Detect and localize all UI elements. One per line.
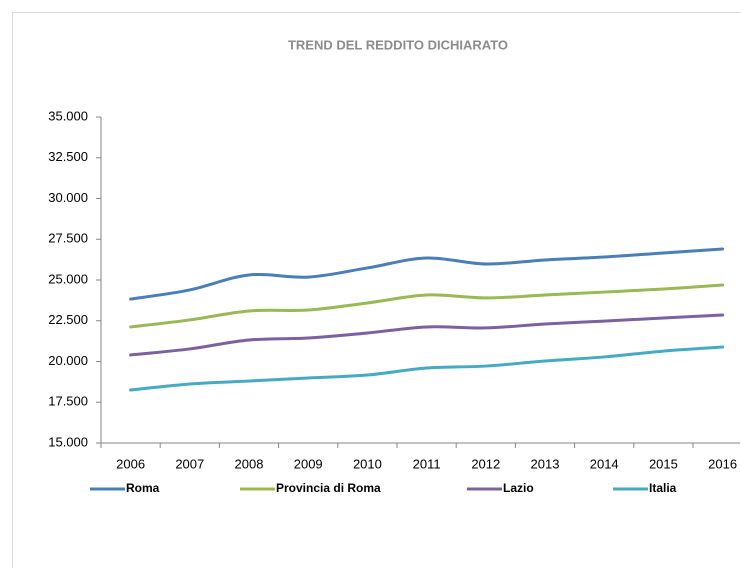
x-tick-label: 2011	[413, 456, 441, 471]
x-tick-label: 2008	[235, 456, 264, 471]
x-tick-label: 2014	[590, 456, 619, 471]
y-tick-label: 22.500	[48, 312, 88, 327]
series-line	[129, 247, 725, 301]
y-tick-label: 15.000	[48, 434, 88, 449]
series-line	[129, 313, 725, 357]
x-tick-label: 2006	[116, 456, 145, 471]
y-tick-label: 27.500	[48, 231, 88, 246]
x-tick-label: 2015	[649, 456, 678, 471]
x-tick-label: 2013	[531, 456, 560, 471]
y-tick-label: 35.000	[48, 108, 88, 123]
legend-label: Provincia di Roma	[276, 481, 381, 495]
legend-label: Roma	[126, 481, 160, 495]
x-tick-label: 2010	[353, 456, 382, 471]
chart-title: TREND DEL REDDITO DICHIARATO	[288, 37, 508, 52]
y-tick-label: 20.000	[48, 353, 88, 368]
legend-label: Lazio	[503, 481, 534, 495]
x-tick-label: 2009	[294, 456, 323, 471]
legend-label: Italia	[649, 481, 677, 495]
x-tick-label: 2012	[471, 456, 500, 471]
y-tick-label: 25.000	[48, 271, 88, 286]
y-tick-label: 30.000	[48, 190, 88, 205]
x-tick-label: 2007	[175, 456, 204, 471]
series-line	[129, 345, 725, 392]
y-tick-label: 32.500	[48, 149, 88, 164]
y-tick-label: 17.500	[48, 394, 88, 409]
series-line	[129, 283, 725, 329]
x-tick-label: 2016	[708, 456, 737, 471]
